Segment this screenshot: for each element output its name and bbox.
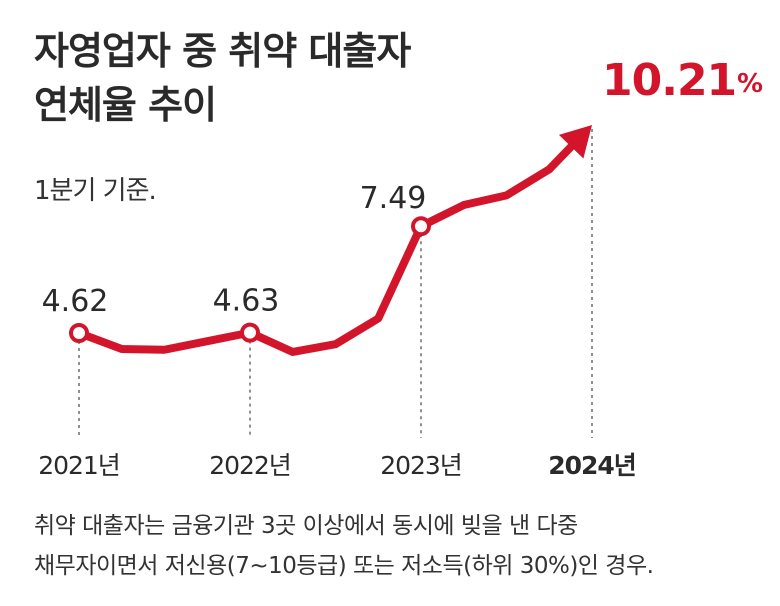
point-marker-3 — [411, 216, 431, 237]
title-line-1: 자영업자 중 취약 대출자 — [34, 29, 411, 73]
footnote-line-2: 채무자이면서 저신용(7~10등급) 또는 저소득(하위 30%)인 경우. — [34, 553, 654, 579]
chart-title: 자영업자 중 취약 대출자 연체율 추이 — [34, 24, 411, 132]
x-tick-label-2: 2022년 — [209, 451, 291, 480]
footnote: 취약 대출자는 금융기관 3곳 이상에서 동시에 빚을 낸 다중 채무자이면서 … — [34, 506, 654, 586]
footnote-line-1: 취약 대출자는 금융기관 3곳 이상에서 동시에 빚을 낸 다중 — [34, 513, 578, 539]
data-label-2: 4.63 — [213, 284, 280, 319]
arrow-head — [558, 125, 592, 159]
x-tick-label-3: 2023년 — [380, 451, 462, 480]
point-marker-1 — [69, 323, 89, 343]
chart-subtitle: 1분기 기준. — [34, 176, 157, 206]
data-label-1: 4.62 — [42, 284, 109, 319]
series-line — [75, 139, 578, 356]
x-tick-label-1: 2021년 — [38, 451, 120, 480]
title-line-2: 연체율 추이 — [34, 83, 217, 127]
data-label-3: 7.49 — [360, 181, 427, 216]
x-tick-label-4: 2024년 — [548, 451, 636, 480]
data-label-4-unit: % — [737, 69, 763, 99]
line-chart: 4.62 4.63 7.49 10.21 % 2021년 2022년 2023년 2024년 — [38, 55, 763, 480]
data-label-4: 10.21 — [602, 55, 736, 106]
point-marker-2 — [240, 322, 260, 343]
